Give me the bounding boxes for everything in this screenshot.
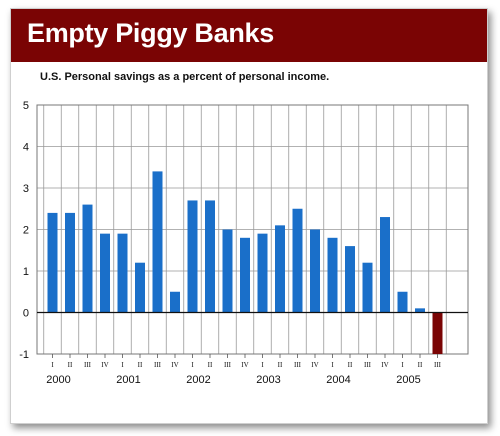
y-tick-label: 1 (23, 266, 29, 278)
bar (205, 200, 215, 313)
title-banner: Empty Piggy Banks (11, 9, 487, 62)
bar-negative (432, 312, 443, 354)
y-tick-label: 2 (23, 225, 29, 237)
bar (275, 225, 285, 313)
bar (152, 171, 163, 313)
quarter-label: IV (171, 361, 178, 369)
quarter-label: III (434, 361, 442, 369)
quarter-label: I (51, 361, 54, 369)
quarter-label: IV (311, 361, 318, 369)
quarter-label: II (418, 361, 423, 369)
y-tick-label: 4 (23, 142, 29, 154)
bar (362, 262, 373, 313)
quarter-label: IV (381, 361, 388, 369)
bar (187, 200, 198, 313)
y-tick-label: 3 (23, 183, 29, 195)
bar (82, 204, 93, 313)
year-label: 2004 (326, 374, 350, 386)
quarter-label: III (224, 361, 232, 369)
bar (117, 233, 128, 313)
plot-frame (36, 104, 469, 355)
chart-card: Empty Piggy Banks U.S. Personal savings … (10, 8, 488, 424)
quarter-label: I (331, 361, 334, 369)
year-label: 2000 (46, 374, 70, 386)
quarter-label: IV (101, 361, 108, 369)
chart-title: Empty Piggy Banks (27, 18, 274, 48)
quarter-label: II (208, 361, 213, 369)
quarter-label: III (294, 361, 302, 369)
quarter-label: I (121, 361, 124, 369)
bar (327, 237, 338, 313)
bar (240, 237, 250, 313)
year-label: 2001 (116, 374, 140, 386)
bar (415, 308, 425, 313)
bar (292, 208, 303, 313)
quarter-label: I (261, 361, 264, 369)
quarter-label: II (278, 361, 283, 369)
bar (135, 262, 145, 313)
chart-subtitle: U.S. Personal savings as a percent of pe… (40, 71, 330, 83)
bar (257, 233, 268, 313)
year-label: 2005 (396, 374, 420, 386)
bar (397, 291, 408, 313)
bar (170, 291, 180, 313)
y-tick-label: 5 (23, 100, 29, 112)
quarter-label: III (364, 361, 372, 369)
y-tick-label: -1 (19, 349, 29, 361)
quarter-label: III (84, 361, 92, 369)
quarter-label: IV (241, 361, 248, 369)
quarter-label: III (154, 361, 162, 369)
quarter-label: I (191, 361, 194, 369)
year-label: 2002 (186, 374, 210, 386)
bar (47, 212, 58, 313)
bar (345, 246, 355, 313)
bar (65, 212, 75, 313)
bar (380, 217, 390, 313)
quarter-label: II (138, 361, 143, 369)
bar (310, 229, 320, 313)
quarter-label: I (401, 361, 404, 369)
quarter-label: II (68, 361, 73, 369)
y-tick-label: 0 (23, 308, 29, 320)
year-label: 2003 (256, 374, 280, 386)
bar (222, 229, 233, 313)
bar (100, 233, 110, 313)
quarter-label: II (348, 361, 353, 369)
